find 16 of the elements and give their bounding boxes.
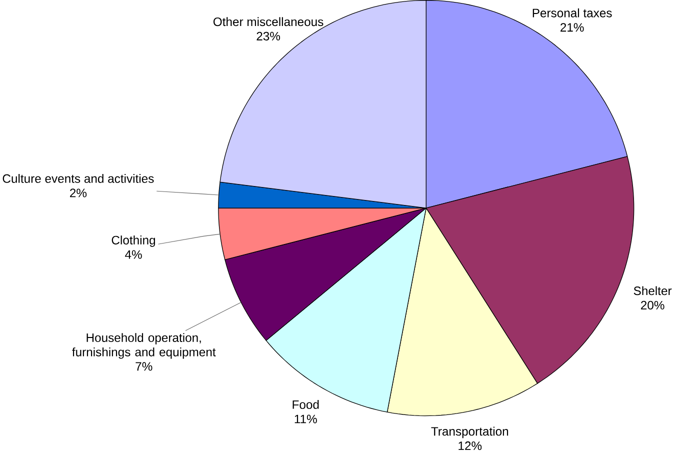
slice-label: Transportation	[431, 426, 508, 438]
slice-label: Household operation, furnishings and equipment	[72, 332, 216, 359]
slice-label: Shelter	[634, 286, 672, 296]
slice-label: Food	[292, 400, 319, 409]
data-label: 11%	[294, 414, 317, 424]
data-label: 23%	[256, 32, 280, 40]
slice-label: Other miscellaneous	[213, 17, 324, 26]
slice-label: Culture events and activities	[2, 174, 154, 183]
data-label: 12%	[458, 441, 482, 450]
data-label: 7%	[136, 362, 152, 371]
slice-label: Clothing	[112, 235, 156, 247]
data-label: 4%	[125, 250, 142, 259]
slice-label: Personal taxes	[532, 8, 612, 18]
data-label: 20%	[640, 300, 664, 310]
data-label: 21%	[560, 22, 584, 32]
data-label: 2%	[70, 188, 87, 198]
